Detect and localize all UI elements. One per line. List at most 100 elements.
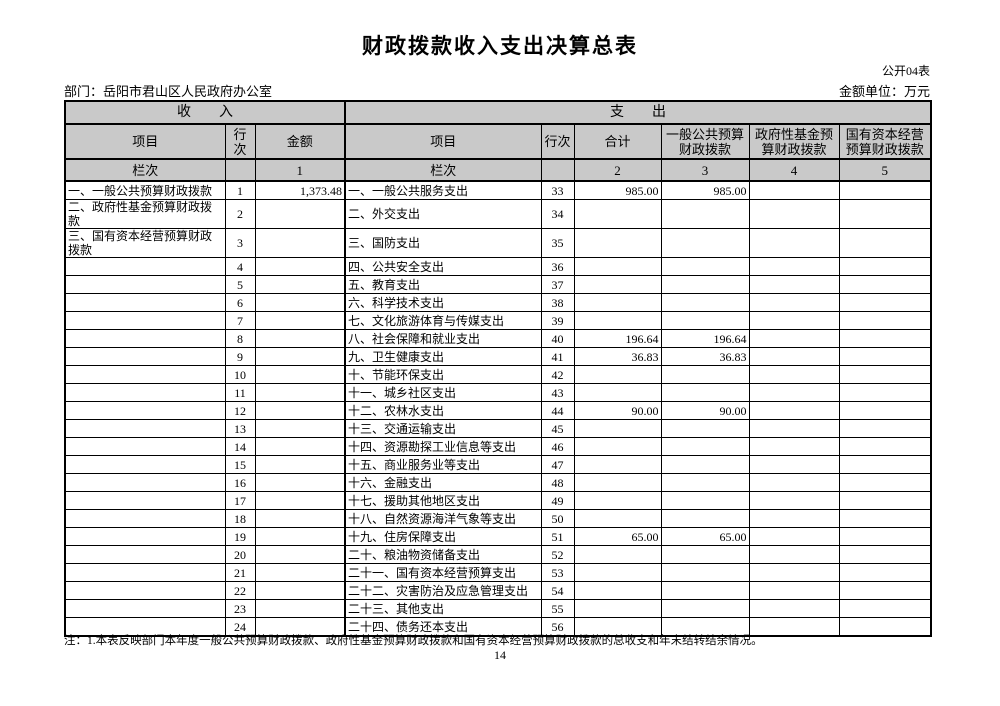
expenditure-item-cell: 十七、援助其他地区支出 bbox=[344, 491, 542, 510]
expenditure-gov-fund-cell bbox=[748, 617, 840, 637]
income-line-no-cell: 15 bbox=[224, 455, 256, 474]
income-item-cell bbox=[64, 383, 226, 402]
table-row: 17 十七、援助其他地区支出 49 bbox=[64, 491, 932, 510]
expenditure-item-cell: 五、教育支出 bbox=[344, 275, 542, 294]
expenditure-state-capital-cell bbox=[838, 311, 932, 330]
expenditure-total-cell bbox=[573, 545, 662, 564]
expenditure-state-capital-cell bbox=[838, 180, 932, 200]
expenditure-general-budget-cell bbox=[660, 545, 750, 564]
expenditure-gov-fund-cell bbox=[748, 180, 840, 200]
expenditure-line-no-cell: 45 bbox=[540, 419, 575, 438]
table-row: 20 二十、粮油物资储备支出 52 bbox=[64, 545, 932, 564]
income-line-no-cell: 10 bbox=[224, 365, 256, 384]
expenditure-state-capital-cell bbox=[838, 563, 932, 582]
expenditure-total-cell: 985.00 bbox=[573, 180, 662, 200]
expenditure-gov-fund-cell bbox=[748, 509, 840, 528]
expenditure-general-budget-header: 一般公共预算 财政拨款 bbox=[660, 123, 750, 160]
table-row: 二、政府性基金预算财政拨款 2 二、外交支出 34 bbox=[64, 199, 932, 229]
expenditure-line-no-cell: 46 bbox=[540, 437, 575, 456]
expenditure-general-budget-cell bbox=[660, 491, 750, 510]
income-item-cell bbox=[64, 491, 226, 510]
income-item-cell bbox=[64, 563, 226, 582]
expenditure-gov-fund-cell bbox=[748, 199, 840, 229]
expenditure-gov-fund-cell bbox=[748, 347, 840, 366]
expenditure-gov-fund-cell bbox=[748, 419, 840, 438]
expenditure-line-no-cell: 37 bbox=[540, 275, 575, 294]
expenditure-item-cell: 十、节能环保支出 bbox=[344, 365, 542, 384]
expenditure-line-no-cell: 53 bbox=[540, 563, 575, 582]
income-amount-cell bbox=[254, 599, 346, 618]
income-item-cell bbox=[64, 365, 226, 384]
expenditure-line-no-cell: 35 bbox=[540, 228, 575, 258]
expenditure-state-capital-cell bbox=[838, 455, 932, 474]
expenditure-gov-fund-cell bbox=[748, 437, 840, 456]
expenditure-item-cell: 十二、农林水支出 bbox=[344, 401, 542, 420]
income-amount-cell bbox=[254, 419, 346, 438]
expenditure-item-cell: 四、公共安全支出 bbox=[344, 257, 542, 276]
expenditure-general-budget-cell bbox=[660, 599, 750, 618]
expenditure-item-cell: 十五、商业服务业等支出 bbox=[344, 455, 542, 474]
expenditure-total-cell bbox=[573, 383, 662, 402]
income-item-cell bbox=[64, 455, 226, 474]
income-column-index-label: 栏次 bbox=[64, 158, 226, 182]
expenditure-general-index: 3 bbox=[660, 158, 750, 182]
expenditure-gov-fund-header: 政府性基金预 算财政拨款 bbox=[748, 123, 840, 160]
income-line-no-cell: 16 bbox=[224, 473, 256, 492]
expenditure-state-capital-cell bbox=[838, 275, 932, 294]
expenditure-total-cell bbox=[573, 563, 662, 582]
expenditure-gov-fund-cell bbox=[748, 401, 840, 420]
table-row: 8 八、社会保障和就业支出 40 196.64 196.64 bbox=[64, 329, 932, 348]
income-amount-cell bbox=[254, 383, 346, 402]
expenditure-item-cell: 二十二、灾害防治及应急管理支出 bbox=[344, 581, 542, 600]
income-amount-header: 金额 bbox=[254, 123, 346, 160]
expenditure-line-no-cell: 55 bbox=[540, 599, 575, 618]
expenditure-item-cell: 二十、粮油物资储备支出 bbox=[344, 545, 542, 564]
income-item-cell bbox=[64, 581, 226, 600]
income-line-no-cell: 11 bbox=[224, 383, 256, 402]
expenditure-general-budget-cell bbox=[660, 563, 750, 582]
expenditure-general-budget-cell bbox=[660, 509, 750, 528]
expenditure-line-no-cell: 56 bbox=[540, 617, 575, 637]
expenditure-general-budget-cell bbox=[660, 617, 750, 637]
department-label: 部门：岳阳市君山区人民政府办公室 bbox=[64, 84, 273, 99]
income-item-cell: 一、一般公共预算财政拨款 bbox=[64, 180, 226, 200]
table-row: 18 十八、自然资源海洋气象等支出 50 bbox=[64, 509, 932, 528]
table-row: 7 七、文化旅游体育与传媒支出 39 bbox=[64, 311, 932, 330]
expenditure-line-no-cell: 54 bbox=[540, 581, 575, 600]
table-row: 21 二十一、国有资本经营预算支出 53 bbox=[64, 563, 932, 582]
income-item-cell bbox=[64, 311, 226, 330]
income-item-cell bbox=[64, 257, 226, 276]
expenditure-gov-fund-cell bbox=[748, 455, 840, 474]
page-number: 14 bbox=[494, 648, 506, 662]
expenditure-line-no-cell: 52 bbox=[540, 545, 575, 564]
expenditure-gov-fund-cell bbox=[748, 257, 840, 276]
expenditure-total-cell bbox=[573, 311, 662, 330]
expenditure-line-no-cell: 40 bbox=[540, 329, 575, 348]
income-item-cell bbox=[64, 275, 226, 294]
expenditure-state-capital-cell bbox=[838, 347, 932, 366]
expenditure-line-no-cell: 34 bbox=[540, 199, 575, 229]
income-line-no-header: 行次 bbox=[224, 123, 256, 160]
expenditure-state-capital-cell bbox=[838, 491, 932, 510]
column-index-empty bbox=[540, 158, 575, 182]
expenditure-gov-fund-cell bbox=[748, 275, 840, 294]
expenditure-general-budget-cell: 985.00 bbox=[660, 180, 750, 200]
income-line-no-cell: 4 bbox=[224, 257, 256, 276]
income-line-no-cell: 17 bbox=[224, 491, 256, 510]
income-line-no-cell: 13 bbox=[224, 419, 256, 438]
income-line-no-cell: 22 bbox=[224, 581, 256, 600]
expenditure-total-header: 合计 bbox=[573, 123, 662, 160]
section-header-expenditure: 支 出 bbox=[344, 100, 932, 125]
expenditure-state-capital-cell bbox=[838, 599, 932, 618]
expenditure-state-capital-cell bbox=[838, 581, 932, 600]
expenditure-general-budget-cell: 36.83 bbox=[660, 347, 750, 366]
expenditure-total-cell bbox=[573, 437, 662, 456]
income-amount-cell bbox=[254, 437, 346, 456]
income-amount-cell bbox=[254, 365, 346, 384]
income-amount-cell bbox=[254, 491, 346, 510]
expenditure-column-index-label: 栏次 bbox=[344, 158, 542, 182]
expenditure-state-capital-cell bbox=[838, 473, 932, 492]
table-row: 24 二十四、债务还本支出 56 bbox=[64, 617, 932, 637]
expenditure-total-cell bbox=[573, 455, 662, 474]
